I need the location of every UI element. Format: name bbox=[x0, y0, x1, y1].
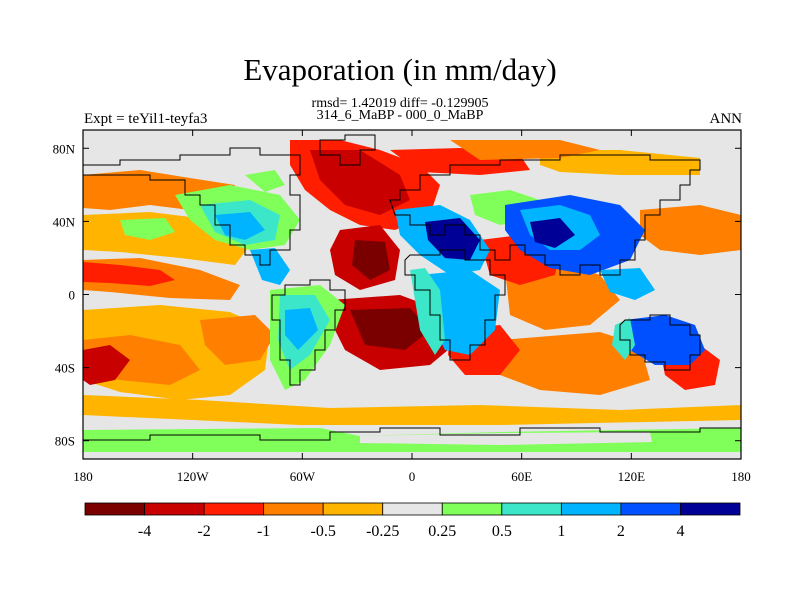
lon-tick-label: 120W bbox=[177, 469, 210, 484]
lon-tick-label: 180 bbox=[73, 469, 93, 484]
colorbar-label: -4 bbox=[138, 523, 151, 540]
north-america-coast bbox=[83, 147, 301, 266]
colorbar-label: 0.5 bbox=[492, 523, 512, 540]
south-america-coast bbox=[271, 279, 346, 386]
colorbar-swatch bbox=[203, 502, 265, 516]
eurasia-coast bbox=[389, 154, 701, 276]
southern-ocean-orange bbox=[83, 395, 741, 425]
lat-tick-label: 0 bbox=[69, 288, 76, 303]
experiment-label: Expt = teYil1-teyfa3 bbox=[84, 111, 208, 127]
north-pacific-green bbox=[120, 218, 175, 240]
antarctica-coast bbox=[83, 427, 741, 441]
colorbar-swatch bbox=[560, 502, 622, 516]
colorbar-label: 1 bbox=[557, 523, 565, 540]
negative-anomaly-regions bbox=[83, 140, 741, 425]
lon-axis: 180 120W 60W 0 60E 120E 180 bbox=[73, 130, 751, 484]
colorbar-label: 0.25 bbox=[428, 523, 456, 540]
colorbar-label: 4 bbox=[676, 523, 684, 540]
mid-atlantic-darkred bbox=[352, 240, 390, 280]
lat-tick-label: 40S bbox=[55, 361, 75, 376]
stats-line: rmsd= 1.42019 diff= -0.129905 bbox=[311, 96, 489, 111]
colorbar-swatch bbox=[263, 502, 324, 516]
africa-coast bbox=[404, 249, 506, 361]
colorbar-label: -2 bbox=[197, 523, 210, 540]
asia-darkblue bbox=[530, 218, 575, 248]
southwest-pacific-red bbox=[83, 345, 130, 385]
lon-tick-label: 60W bbox=[290, 469, 316, 484]
north-america-blue bbox=[215, 212, 265, 240]
colorbar-swatch bbox=[382, 502, 443, 516]
southeast-pacific-orange bbox=[200, 315, 275, 365]
australia-coast bbox=[619, 314, 701, 371]
australia-blue bbox=[625, 315, 705, 365]
coastlines bbox=[83, 134, 741, 441]
colorbar-swatch bbox=[441, 502, 503, 516]
south-atlantic-core bbox=[350, 308, 430, 350]
lon-tick-label: 60E bbox=[511, 469, 532, 484]
lat-tick-label: 80N bbox=[53, 141, 76, 156]
colorbar-swatch bbox=[322, 502, 384, 516]
east-asia-orange bbox=[640, 205, 741, 255]
colorbar-swatch bbox=[144, 502, 205, 516]
lat-tick-label: 40N bbox=[53, 214, 76, 229]
australia-teal bbox=[612, 318, 635, 360]
colorbar: -4 -2 -1 -0.5 -0.25 0.25 0.5 1 2 4 bbox=[84, 502, 741, 540]
plot-title: Evaporation (in mm/day) bbox=[243, 52, 557, 87]
north-atlantic-core bbox=[310, 150, 410, 215]
south-america-blue bbox=[285, 308, 318, 350]
colorbar-label: 2 bbox=[617, 523, 625, 540]
tropical-pacific-red bbox=[83, 262, 175, 286]
colorbar-swatch bbox=[620, 502, 681, 516]
positive-anomaly-regions bbox=[83, 170, 741, 452]
lon-tick-label: 0 bbox=[409, 469, 416, 484]
north-asia-orange bbox=[540, 150, 700, 175]
colorbar-label: -1 bbox=[257, 523, 270, 540]
europe-darkblue bbox=[425, 218, 480, 260]
southeast-asia-blue bbox=[600, 268, 655, 300]
lon-tick-label: 120E bbox=[618, 469, 646, 484]
lon-tick-label: 180 bbox=[731, 469, 751, 484]
season-label: ANN bbox=[709, 111, 743, 127]
lat-axis: 80N 40N 0 40S 80S bbox=[53, 141, 741, 449]
lat-tick-label: 80S bbox=[55, 434, 75, 449]
colorbar-label: -0.5 bbox=[311, 523, 336, 540]
southern-indian-orange bbox=[500, 332, 650, 395]
colorbar-swatch bbox=[84, 502, 145, 516]
map-field bbox=[83, 130, 741, 459]
colorbar-swatch bbox=[680, 502, 741, 516]
comparison-line: 314_6_MaBP - 000_0_MaBP bbox=[316, 108, 484, 123]
antarctic-grey bbox=[360, 432, 652, 445]
greenland-coast bbox=[319, 134, 376, 166]
northern-green bbox=[245, 170, 285, 192]
colorbar-swatch bbox=[501, 502, 562, 516]
colorbar-label: -0.25 bbox=[366, 523, 399, 540]
